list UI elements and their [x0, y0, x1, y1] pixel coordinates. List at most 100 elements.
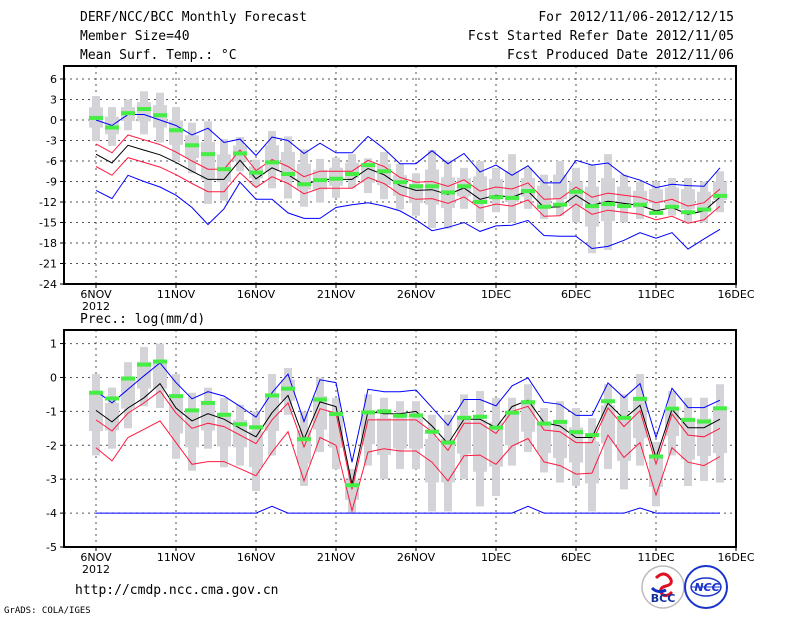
obs-marker	[217, 167, 231, 172]
plot-frame	[63, 329, 737, 548]
y-tick-label: -24	[39, 278, 57, 291]
x-tick-label: 21NOV	[317, 288, 356, 301]
obs-marker	[89, 390, 103, 395]
obs-marker	[105, 125, 119, 130]
x-tick-label: 16NOV	[237, 288, 276, 301]
obs-marker	[521, 189, 535, 194]
y-tick-label: -12	[39, 196, 57, 209]
series-mean-line	[95, 144, 721, 215]
obs-marker	[329, 412, 343, 417]
ensemble-quartile-box	[521, 401, 535, 432]
obs-marker	[617, 204, 631, 209]
obs-marker	[473, 414, 487, 419]
produced-date: Fcst Produced Date 2012/11/06	[507, 48, 734, 63]
obs-marker	[185, 408, 199, 413]
x-tick-label: 1DEC	[481, 551, 511, 564]
ensemble-quartile-box	[569, 427, 583, 463]
obs-marker	[697, 207, 711, 212]
ensemble-quartile-box	[329, 167, 343, 186]
obs-marker	[649, 210, 663, 215]
ensemble-quartile-box	[265, 145, 279, 172]
obs-marker	[169, 128, 183, 133]
y-tick-label: -1	[46, 405, 57, 418]
ensemble-quartile-box	[617, 418, 631, 461]
obs-marker	[281, 386, 295, 391]
y-tick-label: 3	[50, 93, 57, 106]
obs-marker	[345, 483, 359, 488]
ensemble-quartile-box	[201, 402, 215, 431]
x-tick-year-label: 2012	[82, 300, 110, 313]
ensemble-quartile-box	[217, 415, 231, 447]
series-upper-line	[95, 134, 721, 207]
ensemble-quartile-box	[713, 408, 727, 454]
obs-marker	[201, 152, 215, 157]
ensemble-quartile-box	[681, 419, 695, 460]
obs-marker	[505, 195, 519, 200]
obs-marker	[265, 160, 279, 165]
x-tick-label: 26NOV	[397, 551, 436, 564]
x-tick-label: 1DEC	[481, 288, 511, 301]
obs-marker	[105, 396, 119, 401]
grads-credit: GrADS: COLA/IGES	[4, 606, 91, 616]
obs-marker	[153, 359, 167, 364]
ensemble-quartile-box	[425, 438, 439, 483]
x-tick-label: 11NOV	[157, 551, 196, 564]
x-tick-label: 16NOV	[237, 551, 276, 564]
obs-marker	[457, 184, 471, 189]
obs-marker	[553, 202, 567, 207]
ensemble-quartile-box	[649, 189, 663, 204]
obs-marker	[89, 115, 103, 120]
chart-title: DERF/NCC/BCC Monthly Forecast	[80, 10, 307, 25]
obs-marker	[425, 429, 439, 434]
y-tick-label: -9	[46, 175, 57, 188]
ensemble-quartile-box	[313, 396, 327, 430]
ensemble-quartile-box	[649, 457, 663, 487]
obs-marker	[361, 410, 375, 415]
obs-marker	[297, 437, 311, 442]
series-mean-line	[95, 382, 721, 485]
series-lower-line	[95, 157, 721, 224]
obs-marker	[521, 400, 535, 405]
obs-marker	[313, 178, 327, 183]
obs-marker	[569, 430, 583, 435]
y-tick-label: 1	[50, 338, 57, 351]
x-tick-label: 16DEC	[717, 551, 754, 564]
ensemble-quartile-box	[169, 395, 183, 434]
y-tick-label: 0	[50, 114, 57, 127]
obs-marker	[313, 397, 327, 402]
obs-marker	[153, 113, 167, 118]
obs-marker	[265, 393, 279, 398]
x-tick-year-label: 2012	[82, 563, 110, 576]
obs-marker	[633, 202, 647, 207]
obs-marker	[249, 425, 263, 430]
source-url[interactable]: http://cmdp.ncc.cma.gov.cn	[75, 583, 279, 598]
obs-marker	[377, 409, 391, 414]
ensemble-quartile-box	[665, 407, 679, 437]
obs-marker	[297, 182, 311, 187]
obs-marker	[713, 193, 727, 198]
ensemble-quartile-box	[377, 418, 391, 455]
ensemble-quartile-box	[601, 178, 615, 222]
obs-marker	[617, 415, 631, 420]
panel-precipitation: 1 0 -1 -2 -3 -4 -5 6NOV 11NOV 16NOV 21NOV 26NOV 1DEC…	[46, 329, 755, 576]
forecast-period: For 2012/11/06-2012/12/15	[538, 10, 734, 25]
ensemble-quartile-box	[553, 421, 567, 459]
obs-marker	[489, 195, 503, 200]
ensemble-quartile-box	[457, 415, 471, 454]
y-tick-label: -4	[46, 507, 57, 520]
ensemble-quartile-box	[697, 191, 711, 211]
ensemble-quartile-box	[537, 424, 551, 454]
obs-marker	[425, 184, 439, 189]
x-tick-label: 11NOV	[157, 288, 196, 301]
obs-marker	[681, 210, 695, 215]
obs-marker	[233, 422, 247, 427]
obs-marker	[121, 111, 135, 116]
obs-marker	[393, 413, 407, 418]
y-tick-label: -2	[46, 439, 57, 452]
series-min-line	[95, 174, 721, 250]
obs-marker	[361, 163, 375, 168]
ensemble-quartile-box	[489, 178, 503, 199]
obs-marker	[601, 399, 615, 404]
obs-marker	[169, 394, 183, 399]
